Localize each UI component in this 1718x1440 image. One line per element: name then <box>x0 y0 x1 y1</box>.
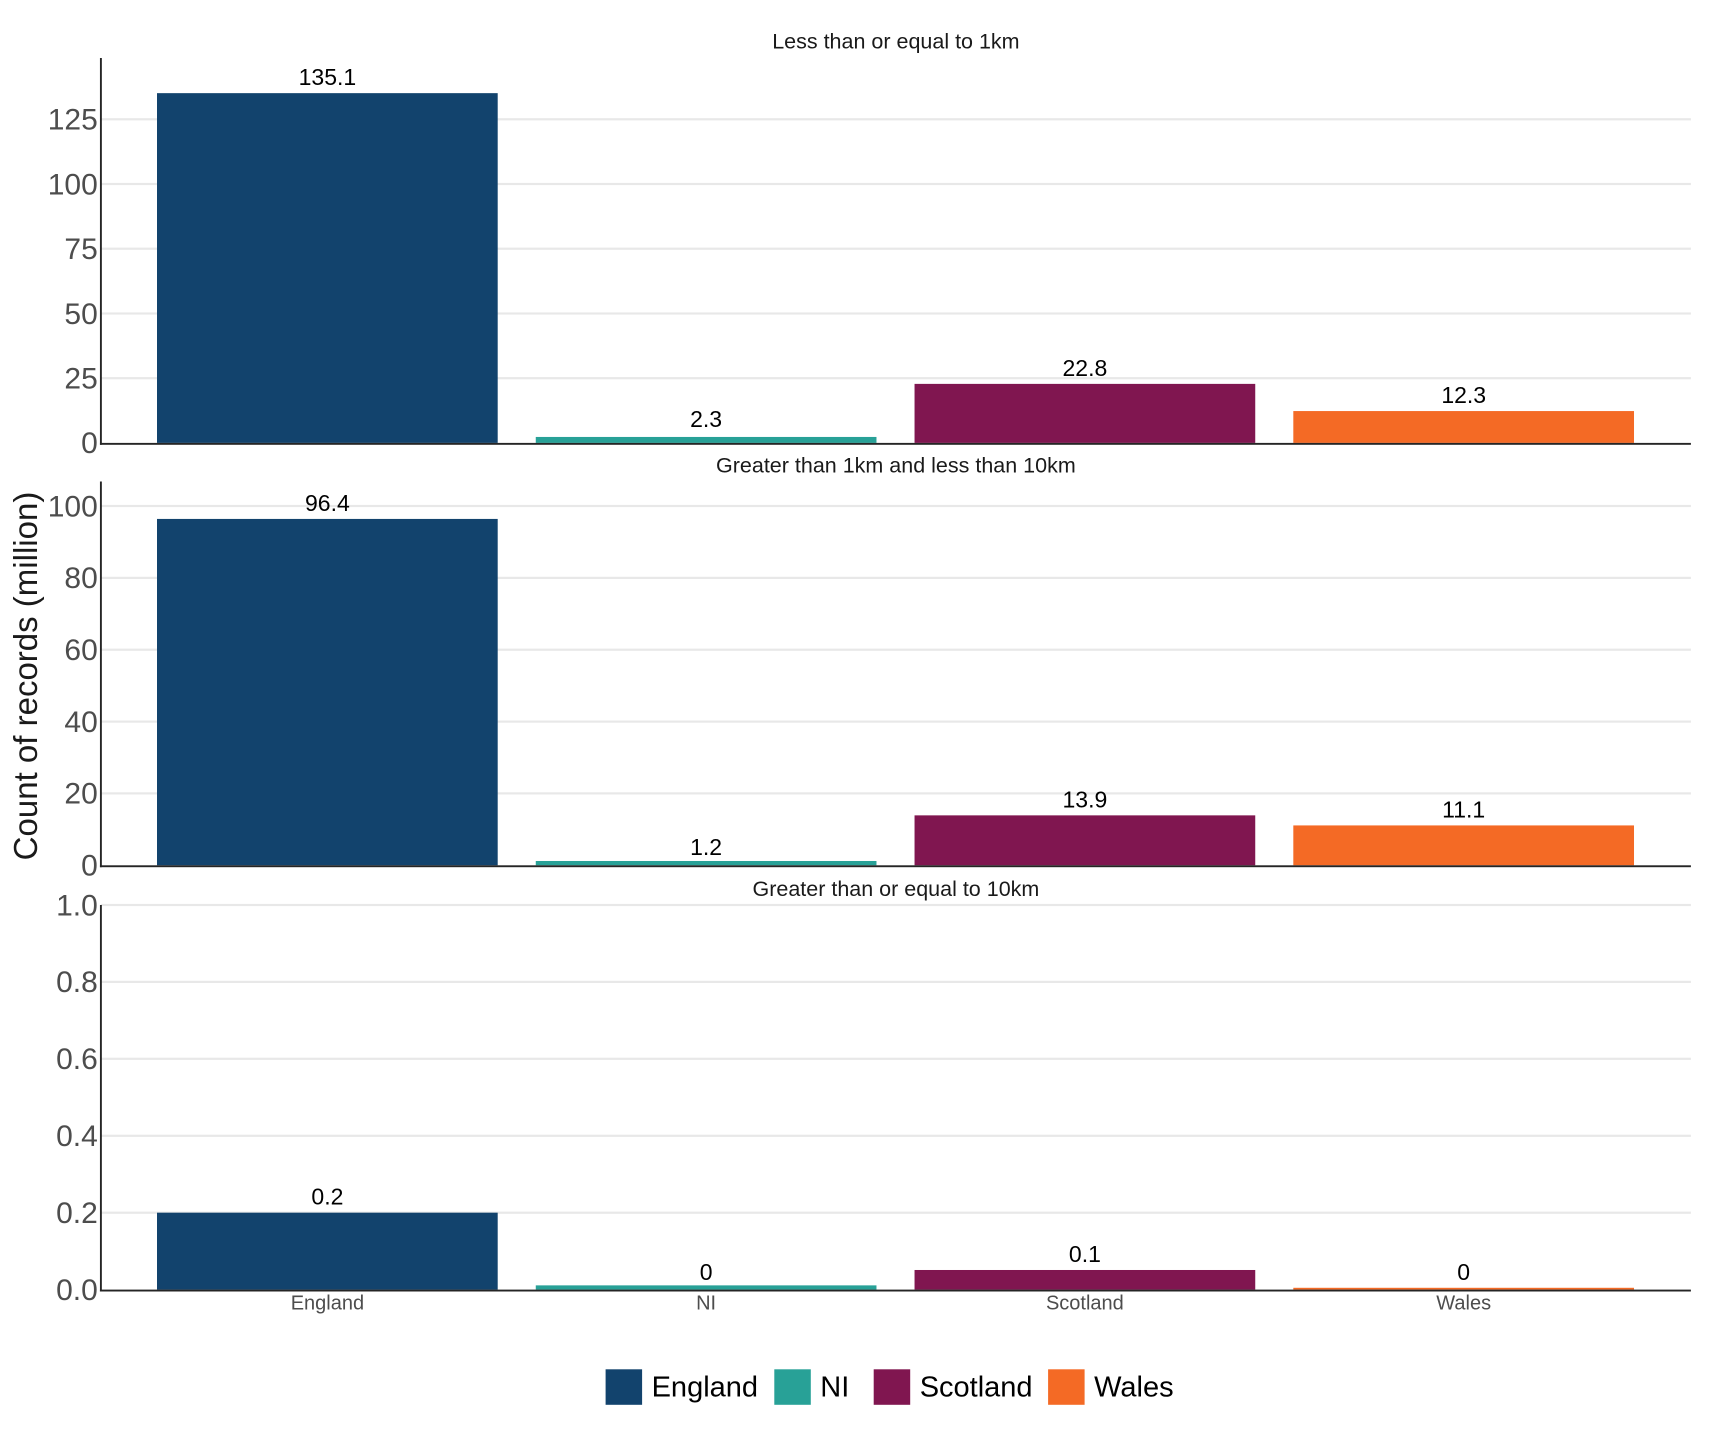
svg-text:0: 0 <box>700 1259 713 1285</box>
svg-text:80: 80 <box>64 562 97 595</box>
svg-text:Scotland: Scotland <box>1046 1293 1124 1315</box>
svg-text:Count of records (million): Count of records (million) <box>7 492 44 861</box>
svg-text:0.0: 0.0 <box>56 1274 98 1307</box>
svg-text:125: 125 <box>48 104 98 137</box>
svg-text:0.2: 0.2 <box>56 1197 98 1230</box>
svg-text:0: 0 <box>81 427 98 460</box>
svg-text:13.9: 13.9 <box>1063 786 1108 812</box>
svg-text:England: England <box>291 1293 364 1315</box>
svg-text:0.4: 0.4 <box>56 1120 98 1153</box>
svg-text:NI: NI <box>820 1372 849 1404</box>
svg-text:Wales: Wales <box>1436 1293 1491 1315</box>
svg-text:Greater than 1km and less than: Greater than 1km and less than 10km <box>716 454 1076 478</box>
svg-text:Less than or equal to 1km: Less than or equal to 1km <box>772 30 1019 54</box>
svg-text:0.2: 0.2 <box>311 1184 343 1210</box>
svg-text:0.6: 0.6 <box>56 1043 98 1076</box>
svg-text:0: 0 <box>1457 1259 1470 1285</box>
svg-text:135.1: 135.1 <box>299 64 357 90</box>
svg-text:Greater than or equal to 10km: Greater than or equal to 10km <box>752 877 1039 901</box>
svg-text:Wales: Wales <box>1094 1372 1174 1404</box>
svg-text:50: 50 <box>64 298 97 331</box>
svg-text:Scotland: Scotland <box>920 1372 1033 1404</box>
svg-text:40: 40 <box>64 706 97 739</box>
svg-text:12.3: 12.3 <box>1441 382 1486 408</box>
svg-text:0.8: 0.8 <box>56 966 98 999</box>
svg-text:60: 60 <box>64 634 97 667</box>
svg-text:25: 25 <box>64 363 97 396</box>
svg-text:75: 75 <box>64 233 97 266</box>
svg-text:2.3: 2.3 <box>690 406 722 432</box>
svg-text:22.8: 22.8 <box>1063 355 1108 381</box>
svg-text:1.0: 1.0 <box>56 889 98 922</box>
svg-text:100: 100 <box>48 168 98 201</box>
svg-text:11.1: 11.1 <box>1442 796 1485 822</box>
svg-text:20: 20 <box>64 778 97 811</box>
svg-text:England: England <box>652 1372 758 1404</box>
svg-text:100: 100 <box>48 490 98 523</box>
svg-text:96.4: 96.4 <box>305 490 350 516</box>
svg-text:NI: NI <box>696 1293 716 1315</box>
svg-text:0.1: 0.1 <box>1069 1241 1101 1267</box>
svg-text:1.2: 1.2 <box>690 834 722 860</box>
svg-text:0: 0 <box>81 850 98 883</box>
